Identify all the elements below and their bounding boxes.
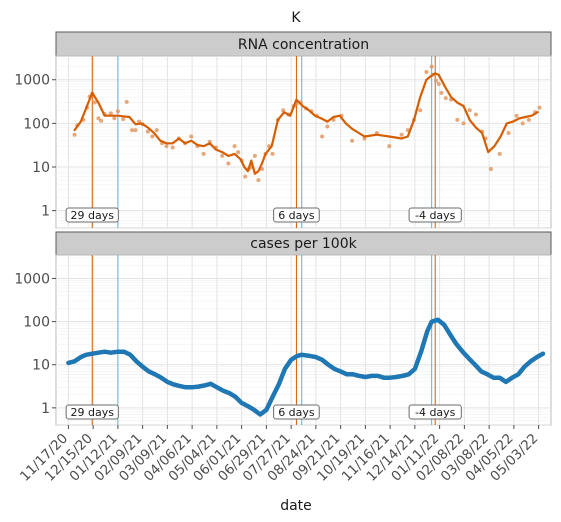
chart-title: K bbox=[291, 10, 301, 26]
lag-label: 29 days bbox=[71, 406, 115, 419]
data-point bbox=[497, 151, 502, 156]
y-tick-label: 10 bbox=[32, 358, 50, 374]
lag-label: 6 days bbox=[278, 406, 315, 419]
lag-label-box bbox=[273, 404, 320, 420]
data-point bbox=[243, 174, 248, 179]
data-point bbox=[99, 118, 104, 123]
y-tick-label: 100 bbox=[23, 315, 50, 331]
data-point bbox=[424, 70, 429, 75]
lag-label-box bbox=[408, 404, 462, 420]
panel-rna-concentration: RNA concentration 1 10 100 1000 29 days 6 days… bbox=[14, 31, 552, 229]
data-point bbox=[108, 111, 113, 116]
rna-trend-line bbox=[73, 72, 539, 175]
y-tick-label: 1 bbox=[41, 401, 50, 417]
panel-cases-per-100k: cases per 100k 1 10 100 1000 29 days 6 days -4 … bbox=[14, 231, 552, 426]
data-point bbox=[124, 99, 129, 104]
data-point bbox=[526, 117, 531, 122]
data-point bbox=[256, 178, 261, 183]
data-point bbox=[488, 167, 493, 172]
data-point bbox=[443, 96, 448, 101]
data-point bbox=[92, 100, 97, 105]
data-point bbox=[467, 108, 472, 113]
x-axis: 11/17/2012/15/2001/12/2102/09/2103/09/21… bbox=[17, 425, 541, 485]
data-point bbox=[189, 134, 194, 139]
data-point bbox=[220, 153, 225, 158]
lag-label: -4 days bbox=[415, 209, 456, 222]
lag-label-box bbox=[65, 404, 119, 420]
data-point bbox=[325, 124, 330, 129]
data-point bbox=[164, 144, 169, 149]
panel-background bbox=[55, 55, 552, 229]
data-point bbox=[320, 134, 325, 139]
data-point bbox=[439, 90, 444, 95]
lag-label-box bbox=[65, 207, 119, 223]
data-point bbox=[514, 113, 519, 118]
panels: RNA concentration 1 10 100 1000 29 days 6 days… bbox=[14, 31, 552, 426]
data-point bbox=[429, 64, 434, 69]
data-point bbox=[387, 144, 392, 149]
data-point bbox=[133, 128, 138, 133]
data-point bbox=[362, 136, 367, 141]
data-point bbox=[455, 117, 460, 122]
y-tick-label: 1000 bbox=[14, 73, 50, 89]
data-point bbox=[145, 129, 150, 134]
y-tick-label: 10 bbox=[32, 160, 50, 176]
data-point bbox=[236, 150, 241, 155]
y-tick-label: 1000 bbox=[14, 271, 50, 287]
facet-strip bbox=[55, 31, 552, 57]
data-point bbox=[154, 128, 159, 133]
data-point bbox=[232, 144, 237, 149]
lag-label-box bbox=[408, 207, 462, 223]
data-point bbox=[96, 116, 101, 121]
data-point bbox=[506, 131, 511, 136]
data-point bbox=[170, 145, 175, 150]
data-point bbox=[399, 132, 404, 137]
data-point bbox=[270, 151, 275, 156]
lag-label: 29 days bbox=[71, 209, 115, 222]
y-tick-label: 100 bbox=[23, 116, 50, 132]
x-axis-title: date bbox=[280, 498, 312, 514]
panel-background bbox=[55, 254, 552, 426]
data-point bbox=[473, 112, 478, 117]
facet-strip-label: RNA concentration bbox=[238, 37, 369, 53]
cases-line bbox=[66, 317, 546, 417]
data-point bbox=[121, 117, 126, 122]
lag-label: -4 days bbox=[415, 406, 456, 419]
data-point bbox=[115, 109, 120, 114]
data-point bbox=[72, 132, 77, 137]
facet-strip-label: cases per 100k bbox=[250, 236, 357, 252]
data-point bbox=[434, 78, 439, 83]
data-point bbox=[520, 121, 525, 126]
data-point bbox=[436, 81, 441, 86]
data-point bbox=[461, 121, 466, 126]
data-point bbox=[252, 153, 257, 158]
data-point bbox=[130, 128, 135, 133]
data-point bbox=[201, 151, 206, 156]
y-tick-label: 1 bbox=[41, 204, 50, 220]
lag-label: 6 days bbox=[278, 209, 315, 222]
data-point bbox=[537, 105, 542, 110]
data-point bbox=[112, 116, 117, 121]
data-point bbox=[226, 161, 231, 166]
lag-label-box bbox=[273, 207, 320, 223]
data-point bbox=[418, 108, 423, 113]
data-point bbox=[350, 138, 355, 143]
data-point bbox=[150, 134, 155, 139]
